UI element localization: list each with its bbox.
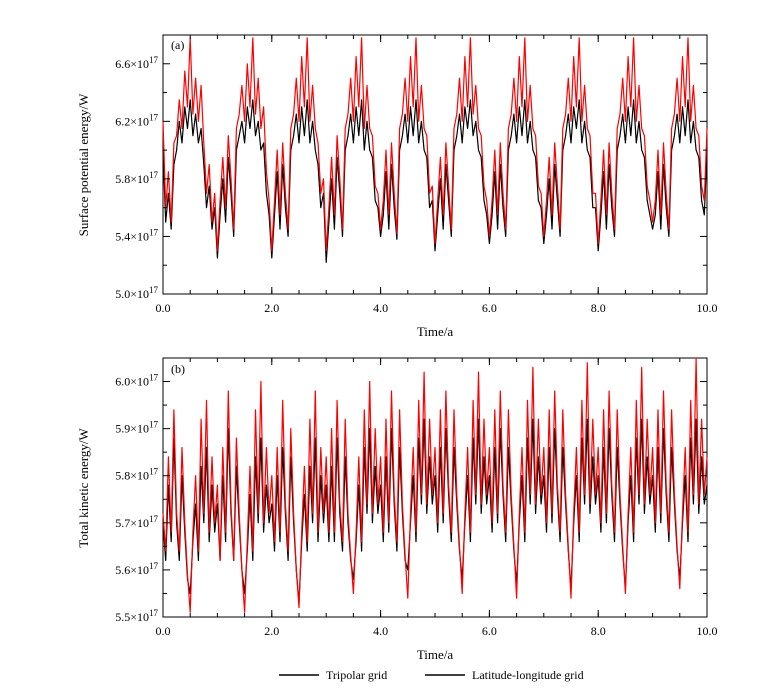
legend: Tripolar grid Latitude-longitude grid: [279, 668, 584, 682]
y-tick-label: 5.6×1017: [115, 561, 158, 577]
x-tick-label: 4.0: [373, 301, 388, 315]
x-tick-label: 2.0: [264, 624, 279, 638]
y-tick-label: 5.4×1017: [115, 227, 158, 243]
ticks-b: 0.0 2.0 4.0 6.0 8.0 10.0 5.5×1017 5.6×1017 5.7×1…: [115, 358, 718, 638]
x-tick-label: 8.0: [591, 301, 606, 315]
y-tick-label: 5.7×1017: [115, 514, 158, 530]
panel-b: 0.0 2.0 4.0 6.0 8.0 10.0 5.5×1017 5.6×1017 5.7×1…: [76, 357, 718, 662]
y-tick-label: 6.0×1017: [115, 373, 158, 389]
y-tick-label: 5.8×1017: [115, 170, 158, 186]
y-tick-label: 5.0×1017: [115, 285, 158, 301]
series-layer-b: [162, 357, 708, 613]
series-line-latlon-0: [162, 37, 708, 252]
panel-a: 0.0 2.0 4.0 6.0 8.0 10.0 5.0×1017 5.4×1017 5.8×1…: [76, 34, 718, 339]
y-tick-label: 5.8×1017: [115, 467, 158, 483]
y-tick-label: 5.9×1017: [115, 420, 158, 436]
y-tick-label: 5.5×1017: [115, 608, 158, 624]
y-axis-label-a: Surface potential energy/W: [76, 93, 91, 236]
legend-label-latlon: Latitude-longitude grid: [472, 668, 584, 682]
x-axis-label-b: Time/a: [417, 647, 454, 662]
series-line-latlon-1: [162, 357, 708, 613]
x-tick-label: 0.0: [156, 624, 171, 638]
x-tick-label: 6.0: [482, 301, 497, 315]
panel-label-b: (b): [171, 362, 185, 376]
panel-label-a: (a): [171, 38, 184, 52]
legend-label-tripolar: Tripolar grid: [326, 668, 387, 682]
plot-frame-a: [162, 34, 708, 295]
series-layer-a: [162, 37, 708, 263]
y-tick-label: 6.6×1017: [115, 55, 158, 71]
y-tick-label: 6.2×1017: [115, 112, 158, 128]
x-axis-label-a: Time/a: [417, 324, 454, 339]
x-tick-label: 10.0: [697, 301, 718, 315]
x-tick-label: 0.0: [156, 301, 171, 315]
x-tick-label: 4.0: [373, 624, 388, 638]
ticks-a: 0.0 2.0 4.0 6.0 8.0 10.0 5.0×1017 5.4×1017 5.8×1…: [115, 35, 718, 315]
x-tick-label: 8.0: [591, 624, 606, 638]
x-tick-label: 6.0: [482, 624, 497, 638]
x-tick-label: 2.0: [264, 301, 279, 315]
x-tick-label: 10.0: [697, 624, 718, 638]
y-axis-label-b: Total kinetic energy/W: [76, 428, 91, 548]
